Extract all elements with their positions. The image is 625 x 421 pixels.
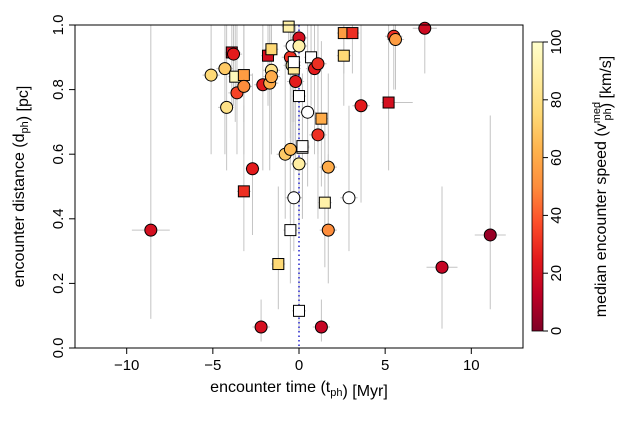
data-point-square — [265, 43, 278, 56]
data-point-circle — [245, 162, 259, 176]
data-point-square — [318, 196, 331, 209]
y-axis-label: encounter distance (dph) [pc] — [11, 86, 32, 288]
y-tick-label: 0.8 — [50, 79, 67, 100]
data-point-circle — [204, 68, 218, 82]
data-point-circle — [237, 79, 251, 93]
y-axis: 0.0 0.2 0.4 0.6 0.8 1.0 — [50, 15, 75, 359]
data-point-circle — [311, 57, 325, 71]
data-point-square — [237, 185, 250, 198]
x-tick-label: −5 — [204, 357, 221, 374]
data-point-square — [346, 27, 359, 40]
x-axis-label: encounter time (tph) [Myr] — [210, 379, 388, 400]
data-point-square — [293, 304, 305, 317]
data-point-circle — [254, 320, 268, 334]
data-point-circle — [321, 223, 335, 237]
colorbar-tick-label: 0 — [548, 327, 565, 335]
data-point-circle — [227, 47, 241, 61]
data-point-circle — [287, 191, 301, 205]
svg-text:encounter distance (dph) [pc]: encounter distance (dph) [pc] — [11, 86, 32, 288]
data-point-circle — [301, 105, 315, 119]
colorbar-tick-label: 20 — [548, 265, 565, 282]
colorbar-tick-label: 40 — [548, 207, 565, 224]
y-tick-label: 0.4 — [50, 208, 67, 229]
data-point-circle — [283, 142, 297, 156]
data-point-square — [284, 224, 297, 237]
data-points-layer — [144, 20, 497, 334]
svg-text:encounter time (tph) [Myr]: encounter time (tph) [Myr] — [210, 379, 388, 400]
colorbar-label: median encounter speed (vmedph) [km/s] — [591, 56, 615, 317]
data-point-square — [287, 56, 300, 69]
data-point-square — [282, 20, 295, 33]
data-point-circle — [314, 320, 328, 334]
colorbar: 0 20 40 60 80 100 median encounter speed (vmed… — [531, 29, 615, 335]
data-point-circle — [483, 228, 497, 242]
data-point-circle — [218, 62, 232, 76]
x-tick-label: 10 — [463, 357, 480, 374]
data-point-circle — [264, 70, 278, 84]
data-point-square — [315, 112, 328, 125]
x-tick-label: 0 — [295, 357, 303, 374]
x-axis: −10 −5 0 5 10 — [114, 348, 480, 374]
data-point-circle — [144, 223, 158, 237]
data-point-square — [293, 90, 305, 103]
data-point-circle — [311, 128, 325, 142]
data-point-square — [382, 96, 395, 109]
data-point-square — [305, 51, 318, 64]
data-point-square — [272, 258, 285, 271]
data-point-circle — [321, 160, 335, 174]
y-tick-label: 0.0 — [50, 338, 67, 359]
data-point-circle — [292, 157, 306, 171]
colorbar-tick-label: 80 — [548, 91, 565, 108]
x-tick-label: −10 — [114, 357, 139, 374]
colorbar-tick-label: 60 — [548, 149, 565, 166]
data-point-square — [337, 49, 350, 62]
data-point-square — [296, 140, 309, 153]
y-tick-label: 1.0 — [50, 15, 67, 36]
data-point-circle — [289, 75, 303, 89]
data-point-circle — [418, 21, 432, 35]
data-point-circle — [388, 33, 402, 47]
colorbar-tick-label: 100 — [548, 29, 565, 54]
data-point-square — [237, 69, 250, 82]
data-point-circle — [354, 99, 368, 113]
data-point-circle — [220, 100, 234, 114]
data-point-circle — [292, 39, 306, 53]
x-tick-label: 5 — [381, 357, 389, 374]
colorbar-gradient — [531, 41, 544, 332]
y-tick-label: 0.6 — [50, 144, 67, 165]
data-point-circle — [435, 260, 449, 274]
y-tick-label: 0.2 — [50, 273, 67, 294]
data-point-circle — [342, 191, 356, 205]
